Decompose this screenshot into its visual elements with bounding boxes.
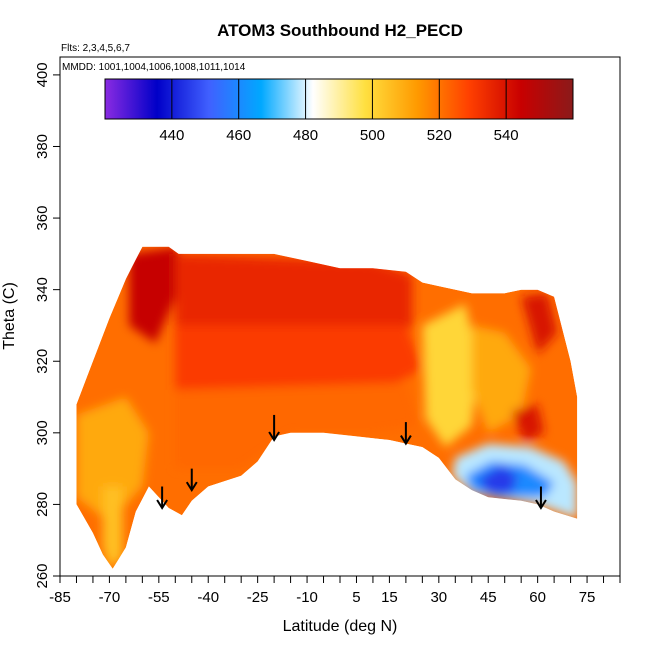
dates-note: MMDD: 1001,1004,1006,1008,1011,1014: [62, 62, 246, 73]
heatmap-region: [471, 325, 532, 433]
plot-area: [76, 246, 578, 569]
heatmap-region: [422, 304, 479, 448]
heatmap-region: [521, 293, 558, 355]
y-tick-label: 320: [34, 349, 51, 374]
x-tick-label: 45: [480, 589, 497, 606]
arrow-marker: [535, 486, 547, 510]
y-tick-label: 300: [34, 420, 51, 445]
x-tick-label: 30: [430, 589, 447, 606]
x-tick-label: -10: [296, 589, 318, 606]
y-axis: 260 280 300 320 340 360 380 400: [34, 62, 60, 589]
x-tick-label: -55: [148, 589, 170, 606]
colorbar-tick-label: 480: [293, 127, 318, 144]
colorbar-tick-label: 460: [226, 127, 251, 144]
y-tick-label: 400: [34, 62, 51, 87]
heatmap-region: [76, 397, 149, 523]
y-tick-label: 280: [34, 492, 51, 517]
arrow-marker: [400, 422, 412, 446]
x-tick-label: 60: [529, 589, 546, 606]
heatmap-region: [102, 486, 123, 569]
heatmap-region: [129, 246, 179, 344]
arrow-marker: [268, 414, 280, 442]
x-tick-label: 15: [381, 589, 398, 606]
heatmap-region: [478, 465, 518, 494]
arrow-marker: [156, 486, 168, 510]
arrow-marker: [185, 468, 198, 492]
x-tick-label: -70: [99, 589, 121, 606]
x-axis: -85 -70 -55 -40 -25 -10 5 15 30 45 60 75: [49, 576, 621, 606]
x-axis-label: Latitude (deg N): [283, 618, 398, 635]
colorbar-tick-label: 540: [494, 127, 519, 144]
x-tick-label: -40: [197, 589, 219, 606]
colorbar-tick-label: 500: [360, 127, 385, 144]
x-tick-label: -85: [49, 589, 71, 606]
heatmap-region: [511, 404, 545, 444]
chart-title: ATOM3 Southbound H2_PECD: [217, 21, 463, 40]
colorbar: 440 460 480 500 520 540: [104, 78, 574, 144]
y-tick-label: 340: [34, 277, 51, 302]
y-axis-label: Theta (C): [1, 282, 18, 350]
y-tick-label: 260: [34, 563, 51, 588]
colorbar-tick-label: 520: [427, 127, 452, 144]
y-tick-label: 360: [34, 206, 51, 231]
x-tick-label: 5: [352, 589, 360, 606]
colorbar-tick-label: 440: [159, 127, 184, 144]
y-tick-label: 380: [34, 134, 51, 159]
flights-note: Flts: 2,3,4,5,6,7: [61, 43, 130, 54]
x-tick-label: -25: [247, 589, 269, 606]
heatmap-region: [175, 382, 420, 469]
x-tick-label: 75: [579, 589, 596, 606]
colorbar-bar: [104, 78, 574, 120]
